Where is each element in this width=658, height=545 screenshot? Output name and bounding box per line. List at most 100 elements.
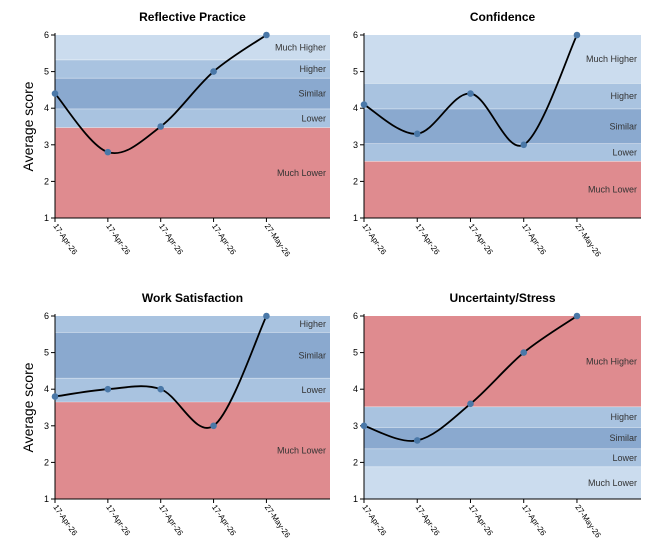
y-tick-label: 6 [353, 30, 358, 40]
band-higher [55, 316, 330, 333]
band-much-lower [364, 161, 641, 218]
x-tick-label: 17-Apr-26 [360, 222, 388, 257]
data-point [520, 141, 528, 149]
data-point [573, 31, 581, 39]
y-tick-label: 6 [44, 311, 49, 321]
x-tick-label: 17-Apr-26 [104, 222, 132, 257]
y-tick-label: 1 [44, 494, 49, 504]
band-label: Lower [612, 147, 637, 157]
y-tick-label: 1 [353, 494, 358, 504]
band-label: Much Higher [275, 42, 326, 52]
x-tick-label: 17-Apr-26 [157, 503, 185, 538]
band-higher [364, 406, 641, 428]
y-tick-label: 5 [44, 348, 49, 358]
band-much-higher [55, 35, 330, 60]
series-line [363, 34, 578, 147]
x-tick-label: 17-Apr-26 [414, 503, 442, 538]
data-point [413, 437, 421, 444]
data-point [263, 31, 270, 39]
x-tick-label: 27-May-26 [263, 503, 293, 540]
chart-title: Uncertainty/Stress [449, 291, 555, 305]
data-point [104, 385, 112, 393]
y-tick-label: 1 [353, 213, 358, 223]
band-label: Much Lower [588, 478, 637, 488]
y-tick-label: 3 [353, 140, 358, 150]
data-point [413, 130, 421, 138]
x-tick-label: 27-May-26 [573, 222, 603, 259]
y-axis-label: Average score [20, 362, 36, 452]
y-tick-label: 2 [44, 457, 49, 467]
chart-title: Confidence [470, 10, 536, 24]
band-similar [364, 427, 641, 449]
data-point [573, 312, 581, 320]
chart-title: Work Satisfaction [142, 291, 243, 305]
band-label: Much Lower [277, 446, 326, 456]
data-point [210, 422, 217, 430]
y-tick-label: 2 [353, 176, 358, 186]
data-point [360, 422, 368, 430]
y-tick-label: 3 [353, 421, 358, 431]
band-lower [364, 143, 641, 162]
y-tick-label: 4 [353, 103, 358, 113]
data-point [51, 90, 59, 97]
data-point [263, 312, 270, 320]
band-label: Much Lower [277, 168, 326, 178]
band-higher [364, 83, 641, 109]
band-much-higher [364, 316, 641, 407]
chart-panel-2: Much Lower Lower Similar Higher Much Higher 1… [353, 10, 641, 259]
data-point [210, 68, 217, 75]
y-tick-label: 5 [44, 67, 49, 77]
band-label: Much Higher [586, 356, 637, 366]
band-label: Similar [609, 433, 637, 443]
chart-panel-1: Much Lower Lower Similar Higher Much Higher 1… [20, 10, 330, 259]
band-similar [364, 108, 641, 144]
band-much-lower [364, 466, 641, 499]
band-label: Similar [609, 121, 637, 131]
x-tick-label: 17-Apr-26 [520, 503, 548, 538]
y-tick-label: 6 [44, 30, 49, 40]
data-point [467, 90, 474, 97]
chart-panel-3: Much Lower Lower Similar Higher 1 2 3 4 5 6 17-Apr… [20, 291, 330, 540]
band-much-lower [55, 127, 330, 218]
x-tick-label: 17-Apr-26 [414, 222, 442, 257]
band-lower [55, 108, 330, 128]
band-label: Lower [612, 453, 637, 463]
band-higher [55, 59, 330, 79]
data-point [51, 393, 59, 400]
data-point [157, 123, 165, 130]
y-tick-label: 2 [353, 457, 358, 467]
x-tick-label: 17-Apr-26 [360, 503, 388, 538]
y-tick-label: 2 [44, 176, 49, 186]
y-tick-label: 3 [44, 421, 49, 431]
y-tick-label: 4 [353, 384, 358, 394]
band-label: Similar [298, 89, 326, 99]
band-lower [364, 448, 641, 467]
band-label: Higher [299, 319, 326, 329]
data-point [157, 385, 165, 393]
chart-title: Reflective Practice [139, 10, 246, 24]
band-label: Lower [301, 385, 326, 395]
band-label: Lower [301, 113, 326, 123]
x-tick-label: 17-Apr-26 [467, 222, 495, 257]
x-tick-label: 17-Apr-26 [51, 222, 79, 257]
y-tick-label: 4 [44, 384, 49, 394]
band-much-lower [55, 402, 330, 499]
y-tick-label: 6 [353, 311, 358, 321]
x-tick-label: 17-Apr-26 [210, 222, 238, 257]
data-point [520, 349, 528, 356]
y-tick-label: 1 [44, 213, 49, 223]
band-label: Much Higher [586, 54, 637, 64]
chart-panel-4: Much Lower Lower Similar Higher Much Higher 1… [353, 291, 641, 540]
band-label: Much Lower [588, 185, 637, 195]
y-axis-label: Average score [20, 81, 36, 171]
band-label: Higher [610, 91, 637, 101]
band-similar [55, 332, 330, 379]
band-label: Higher [299, 64, 326, 74]
x-tick-label: 17-Apr-26 [157, 222, 185, 257]
x-tick-label: 17-Apr-26 [467, 503, 495, 538]
x-tick-label: 17-Apr-26 [104, 503, 132, 538]
y-tick-label: 5 [353, 348, 358, 358]
band-lower [55, 378, 330, 403]
data-point [104, 148, 112, 156]
